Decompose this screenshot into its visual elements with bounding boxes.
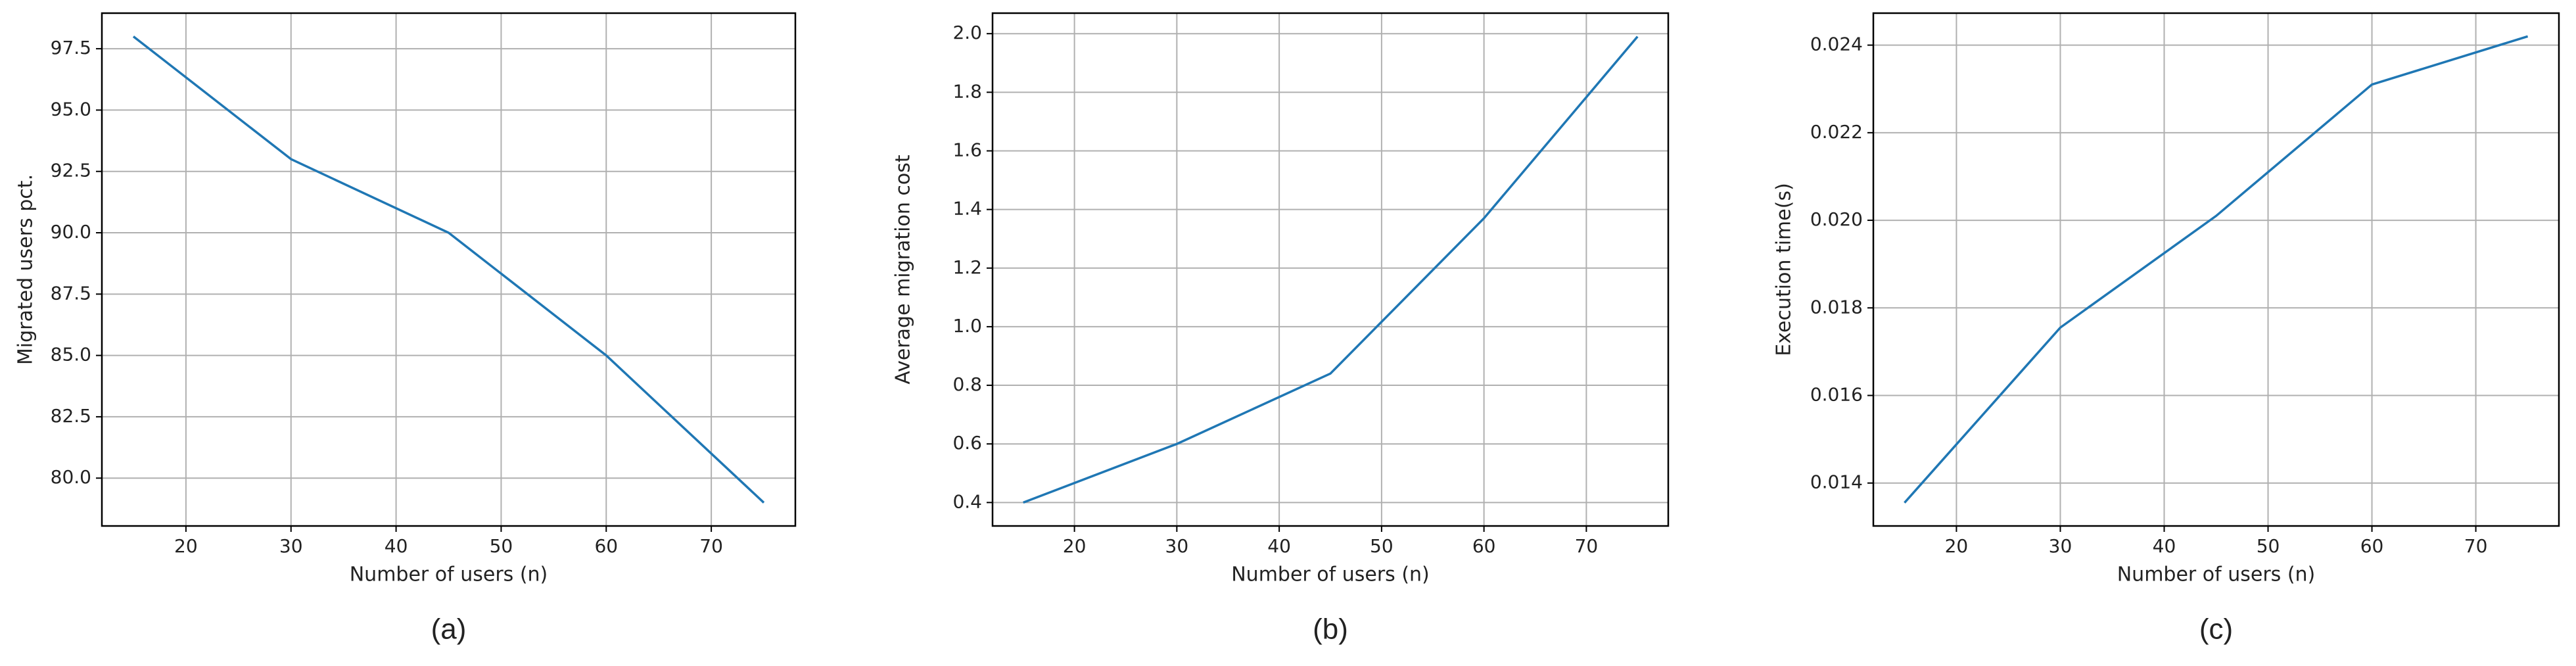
x-tick-label: 60 [594, 535, 618, 557]
x-tick-label: 30 [279, 535, 303, 557]
chart-panel: 20 30 40 50 60 70 0.4 0.6 0.8 1.0 1.2 1.4 1.6 1.8 2.0 N… [892, 12, 1670, 646]
caption: (b) [1313, 613, 1348, 646]
chart-panel: 20 30 40 50 60 70 0.014 0.016 0.018 0.020 0.022 0.0… [1773, 12, 2560, 646]
x-tick-label: 40 [2153, 535, 2176, 557]
y-tick-label: 80.0 [51, 466, 91, 488]
data-line [132, 36, 765, 504]
x-tick-label: 30 [1165, 535, 1189, 557]
x-axis-label: Number of users (n) [350, 563, 548, 586]
chart-panel: 20 30 40 50 60 70 80.0 82.5 85.0 87.5 90.0 92.5 95.0… [14, 12, 797, 646]
x-tick-label: 70 [699, 535, 723, 557]
y-tick-label: 0.016 [1810, 384, 1863, 406]
caption: (c) [2199, 613, 2233, 646]
y-tick-label: 97.5 [51, 37, 91, 59]
x-tick-label: 50 [1370, 535, 1393, 557]
y-tick-label: 95.0 [51, 98, 91, 120]
y-tick-label: 0.8 [952, 373, 982, 395]
y-tick-label: 92.5 [51, 160, 91, 181]
y-tick-label: 0.018 [1810, 296, 1863, 318]
x-tick-label: 60 [1472, 535, 1496, 557]
x-tick-label: 20 [174, 535, 198, 557]
x-tick-label: 20 [1063, 535, 1087, 557]
y-tick-label: 90.0 [51, 221, 91, 243]
x-tick-label: 60 [2360, 535, 2384, 557]
y-axis-label: Execution time(s) [1773, 183, 1796, 356]
data-line [1023, 36, 1639, 504]
y-tick-label: 0.022 [1810, 121, 1863, 143]
y-tick-label: 0.4 [952, 490, 982, 512]
y-tick-label: 1.4 [952, 198, 982, 220]
y-tick-label: 0.6 [952, 432, 982, 454]
y-tick-label: 2.0 [952, 22, 982, 43]
y-tick-label: 82.5 [51, 405, 91, 427]
y-tick-label: 87.5 [51, 282, 91, 304]
y-tick-label: 1.6 [952, 139, 982, 160]
plot-frame [991, 12, 1670, 527]
y-tick-label: 1.8 [952, 80, 982, 102]
y-tick-label: 0.014 [1810, 471, 1863, 493]
x-tick-label: 30 [2049, 535, 2073, 557]
data-line [1904, 35, 2529, 504]
x-tick-label: 20 [1945, 535, 1969, 557]
x-tick-label: 70 [1575, 535, 1599, 557]
caption: (a) [431, 613, 467, 646]
x-tick-label: 70 [2464, 535, 2488, 557]
x-tick-label: 40 [385, 535, 408, 557]
plot-frame [101, 12, 797, 527]
x-tick-label: 50 [490, 535, 513, 557]
y-tick-label: 85.0 [51, 344, 91, 366]
x-axis-label: Number of users (n) [1231, 563, 1430, 586]
x-axis-label: Number of users (n) [2117, 563, 2316, 586]
y-axis-label: Migrated users pct. [14, 174, 37, 365]
y-tick-label: 0.020 [1810, 208, 1863, 230]
y-tick-label: 1.0 [952, 315, 982, 337]
x-tick-label: 40 [1267, 535, 1291, 557]
x-tick-label: 50 [2257, 535, 2280, 557]
y-tick-label: 1.2 [952, 256, 982, 278]
plot-frame [1872, 12, 2560, 527]
y-tick-label: 0.024 [1810, 34, 1863, 55]
y-axis-label: Average migration cost [892, 155, 915, 385]
